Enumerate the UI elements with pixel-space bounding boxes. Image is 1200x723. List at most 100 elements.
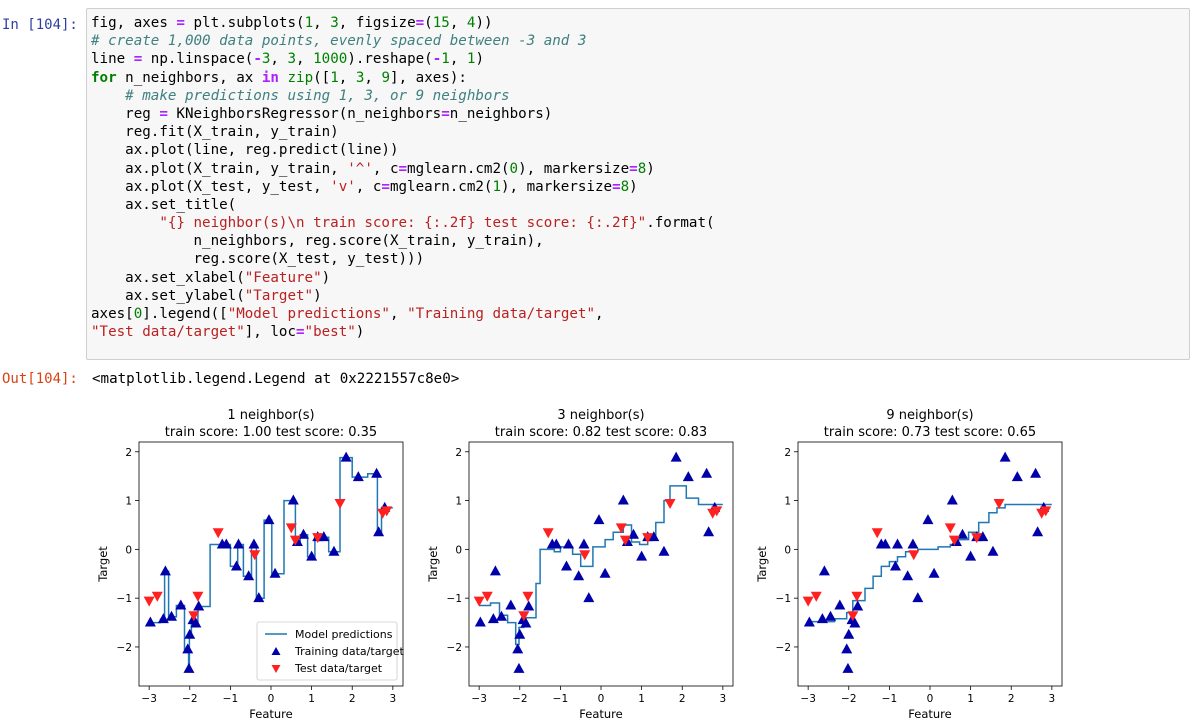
y-tick-label: −2 <box>776 642 791 654</box>
test-point <box>847 611 859 622</box>
training-point <box>701 467 713 478</box>
chart-panel-1: 1 neighbor(s) train score: 1.00 test scor… <box>96 408 405 721</box>
code-token: ax.plot(X_test, y_test, <box>91 178 331 195</box>
y-tick-label: 2 <box>455 447 462 459</box>
training-point <box>190 617 202 628</box>
y-axis-label: Target <box>426 546 440 583</box>
code-editor[interactable]: fig, axes = plt.subplots(1, 3, figsize=(… <box>91 14 1185 341</box>
training-point <box>912 592 924 603</box>
training-point <box>965 550 977 561</box>
x-tick-label: −2 <box>512 693 527 705</box>
code-line: ax.set_ylabel("Target") <box>91 287 1185 305</box>
code-token: 3 <box>287 51 297 68</box>
training-point <box>578 538 590 549</box>
code-token: 8 <box>620 178 630 195</box>
chart-title: 3 neighbor(s) <box>557 408 644 423</box>
training-point <box>514 628 526 639</box>
code-token: ax.set_ylabel( <box>91 287 245 304</box>
training-point <box>306 550 318 561</box>
code-token: - <box>253 51 262 68</box>
code-line: # make predictions using 1, 3, or 9 neig… <box>91 87 1185 105</box>
code-token: mglearn.cm2( <box>407 160 510 177</box>
y-tick-label: 1 <box>125 496 132 508</box>
input-prompt: In [104]: <box>2 17 78 33</box>
test-point <box>542 528 554 539</box>
training-point <box>573 570 585 581</box>
training-point <box>505 599 517 610</box>
training-point <box>328 545 340 556</box>
training-point <box>220 538 232 549</box>
matplotlib-figure: 1 neighbor(s) train score: 1.00 test scor… <box>96 408 1063 721</box>
training-point <box>922 514 934 525</box>
training-point <box>318 531 330 542</box>
code-token: axes[ <box>91 306 134 322</box>
code-token: , <box>595 306 604 322</box>
test-point <box>249 550 261 561</box>
test-point <box>993 499 1005 509</box>
test-point <box>151 591 163 602</box>
training-point <box>373 526 385 537</box>
code-token: = <box>415 15 425 31</box>
x-tick-label: 1 <box>308 693 315 705</box>
code-token: = <box>398 160 408 177</box>
y-tick-label: −2 <box>447 642 462 654</box>
code-token: , <box>389 306 408 322</box>
code-token: 1 <box>330 69 339 86</box>
y-tick-label: 2 <box>784 447 791 459</box>
training-point <box>1011 471 1023 482</box>
training-point <box>617 494 629 505</box>
code-token <box>91 215 159 231</box>
test-point <box>642 533 654 544</box>
code-token: = <box>133 51 143 68</box>
training-point <box>583 592 595 603</box>
code-token: , <box>338 69 356 86</box>
y-tick-label: −1 <box>447 593 462 605</box>
code-line: # create 1,000 data points, evenly space… <box>91 32 1185 50</box>
test-point <box>711 506 723 517</box>
y-tick-label: −1 <box>776 593 791 605</box>
x-tick-label: 2 <box>679 693 686 705</box>
training-point <box>1030 467 1042 478</box>
code-token: # make predictions using 1, 3, or 9 neig… <box>125 87 510 104</box>
code-token: ax.plot(line, reg.predict(line)) <box>91 142 399 159</box>
training-point <box>879 538 891 549</box>
training-point <box>889 560 901 571</box>
y-tick-label: 2 <box>125 447 132 459</box>
code-token: '^' <box>347 160 373 177</box>
code-cell-input[interactable]: fig, axes = plt.subplots(1, 3, figsize=(… <box>86 8 1190 360</box>
plot-area <box>468 441 734 687</box>
training-point <box>230 560 242 571</box>
code-token: ) <box>629 178 638 195</box>
legend-label: Test data/target <box>294 662 383 675</box>
y-tick-label: 0 <box>784 544 791 556</box>
test-point <box>579 550 591 561</box>
x-axis-label: Feature <box>908 707 951 721</box>
training-point <box>182 643 194 654</box>
training-point <box>243 570 255 581</box>
code-token: ], loc <box>244 324 296 341</box>
code-token: 1 <box>492 178 502 195</box>
code-line: "{} neighbor(s)\n train score: {:.2f} te… <box>91 214 1185 232</box>
model-prediction-line <box>479 485 723 646</box>
x-tick-label: 0 <box>268 693 275 705</box>
code-token: zip <box>287 69 314 86</box>
code-token: in <box>261 69 279 86</box>
training-point <box>902 570 914 581</box>
chart-subtitle: train score: 1.00 test score: 0.35 <box>165 425 377 440</box>
training-point <box>599 567 611 578</box>
y-tick-label: −2 <box>117 642 132 654</box>
code-line: for n_neighbors, ax in zip([1, 3, 9], ax… <box>91 69 1185 87</box>
code-token: 15 <box>432 15 450 31</box>
code-token: )) <box>475 15 493 31</box>
test-point <box>802 596 814 607</box>
code-token: ( <box>424 15 433 31</box>
test-point <box>810 591 822 602</box>
y-tick-label: 0 <box>125 544 132 556</box>
training-point <box>159 565 171 576</box>
x-tick-label: 2 <box>349 693 356 705</box>
x-tick-label: −2 <box>841 693 856 705</box>
code-token: n_neighbors, reg.score(X_train, y_train)… <box>91 233 544 250</box>
code-token: ), markersize <box>501 178 613 195</box>
training-point <box>658 545 670 556</box>
y-tick-label: 1 <box>784 496 791 508</box>
